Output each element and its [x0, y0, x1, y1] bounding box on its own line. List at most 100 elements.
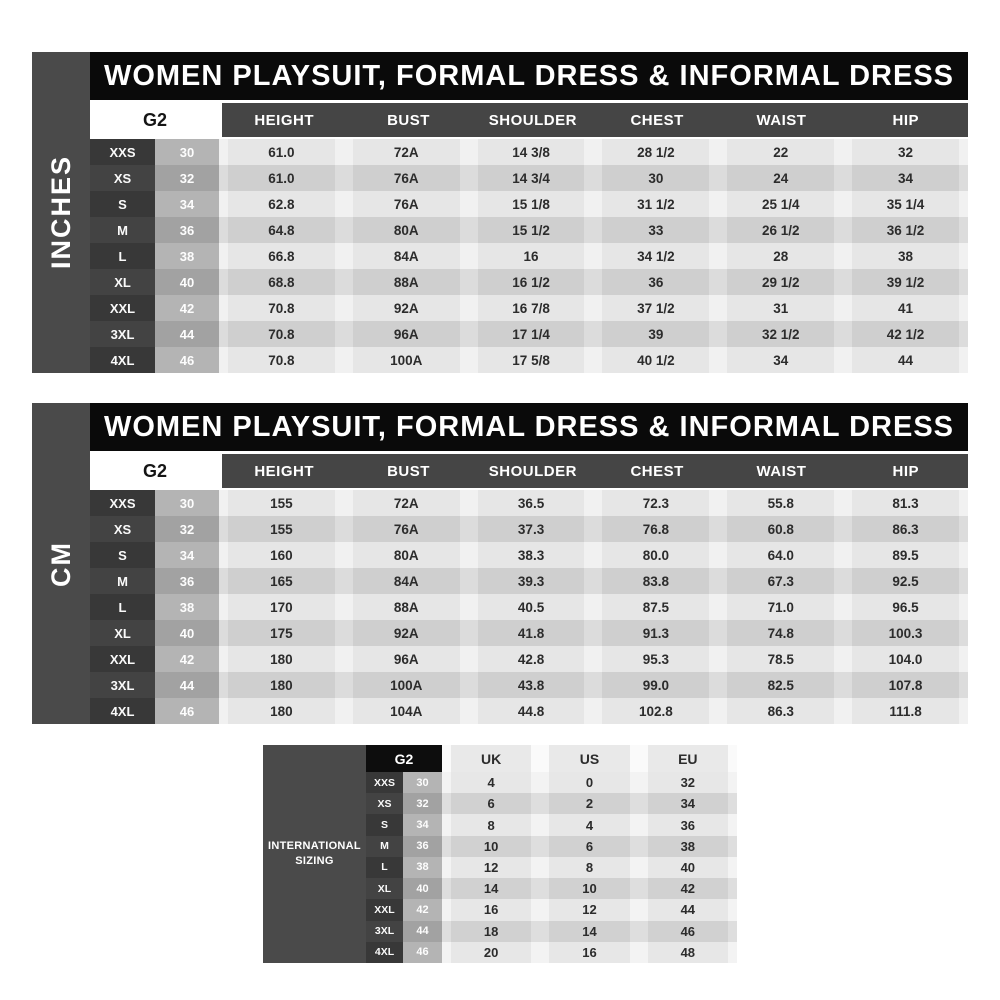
- table-row: M 36 64.8 80A 15 1/2 33 26 1/2 36 1/2: [90, 217, 968, 243]
- measurement-cell: 14 3/4: [468, 165, 594, 191]
- measurement-cell: 36: [593, 269, 719, 295]
- measurement-cell: 20: [442, 941, 541, 963]
- column-header-chest: CHEST: [630, 462, 684, 480]
- cell-value: 42: [647, 878, 728, 900]
- table-row: XL 40 175 92A 41.8 91.3 74.8 100.3: [90, 620, 968, 646]
- cell-value: 96A: [352, 646, 460, 672]
- size-label: XL: [90, 269, 155, 295]
- measurement-cell: 6: [540, 835, 639, 857]
- cell-value: 61.0: [228, 139, 335, 165]
- measurement-cell: 16: [468, 243, 594, 269]
- measurement-cell: 28 1/2: [593, 139, 719, 165]
- cell-value: 72A: [352, 490, 460, 516]
- measurement-cell: 16 7/8: [468, 295, 594, 321]
- cell-value: 40.5: [477, 594, 585, 620]
- measurement-cell: 60.8: [718, 516, 844, 542]
- cell-value: 28 1/2: [602, 139, 710, 165]
- inches-size-table: INCHES WOMEN PLAYSUIT, FORMAL DRESS & IN…: [32, 52, 968, 373]
- column-header-height: HEIGHT: [254, 111, 314, 129]
- cell-value: 15 1/8: [477, 191, 585, 217]
- measurement-cell: 15 1/8: [468, 191, 594, 217]
- cell-value: 70.8: [228, 321, 335, 347]
- column-header-waist: WAIST: [756, 111, 807, 129]
- size-label: XXL: [90, 295, 155, 321]
- measurement-cell: 8: [442, 814, 541, 836]
- measurement-cell: 17 5/8: [468, 347, 594, 373]
- cell-value: 39 1/2: [852, 269, 959, 295]
- cell-value: 4: [451, 772, 532, 794]
- cell-value: 44: [852, 347, 959, 373]
- cell-value: 68.8: [228, 269, 335, 295]
- measurement-cell: 76A: [343, 165, 469, 191]
- measurement-cell: 96A: [343, 646, 469, 672]
- table-row: XL 40 14 10 42: [366, 878, 737, 900]
- measurement-cell: 83.8: [593, 568, 719, 594]
- measurement-cell: 44: [638, 899, 737, 921]
- size-label: M: [366, 835, 403, 857]
- cell-value: 40: [647, 856, 728, 879]
- table-row: L 38 170 88A 40.5 87.5 71.0 96.5: [90, 594, 968, 620]
- cell-value: 14 3/8: [477, 139, 585, 165]
- measurement-cell: 76A: [343, 191, 469, 217]
- international-label-line2: SIZING: [295, 855, 334, 867]
- measurement-cell: 38.3: [468, 542, 594, 568]
- measurement-cell: 70.8: [219, 295, 344, 321]
- measurement-cell: 155: [219, 490, 344, 516]
- cell-value: 10: [451, 835, 532, 857]
- cell-value: 76.8: [602, 516, 710, 542]
- cell-value: 40 1/2: [602, 347, 710, 373]
- g2-size-value: 46: [403, 941, 442, 963]
- cell-value: 14 3/4: [477, 165, 585, 191]
- size-label: XS: [366, 793, 403, 815]
- cm-size-table: CM WOMEN PLAYSUIT, FORMAL DRESS & INFORM…: [32, 403, 968, 724]
- size-label: XL: [90, 620, 155, 646]
- column-header-cell: US: [540, 745, 639, 772]
- measurement-cell: 36 1/2: [843, 217, 968, 243]
- cell-value: 39.3: [477, 568, 585, 594]
- cell-value: 102.8: [602, 698, 710, 724]
- size-label: L: [90, 243, 155, 269]
- measurement-cell: 34 1/2: [593, 243, 719, 269]
- cell-value: 16 7/8: [477, 295, 585, 321]
- cell-value: 8: [549, 856, 630, 879]
- cell-value: 18: [451, 920, 532, 942]
- g2-size-value: 44: [155, 672, 219, 698]
- g2-size-value: 36: [155, 568, 219, 594]
- measurement-cell: 41.8: [468, 620, 594, 646]
- measurement-cell: 55.8: [718, 490, 844, 516]
- cell-value: 64.0: [727, 542, 835, 568]
- measurement-cell: 104A: [343, 698, 469, 724]
- g2-size-value: 40: [403, 878, 442, 900]
- cell-value: 100A: [352, 347, 460, 373]
- measurement-cell: 180: [219, 646, 344, 672]
- measurement-cell: 99.0: [593, 672, 719, 698]
- column-header-uk: UK: [451, 745, 532, 772]
- cell-value: 24: [727, 165, 835, 191]
- cell-value: 37.3: [477, 516, 585, 542]
- measurement-cell: 92.5: [843, 568, 968, 594]
- g2-size-value: 44: [155, 321, 219, 347]
- table-row: S 34 160 80A 38.3 80.0 64.0 89.5: [90, 542, 968, 568]
- measurement-cell: 175: [219, 620, 344, 646]
- table-row: M 36 165 84A 39.3 83.8 67.3 92.5: [90, 568, 968, 594]
- measurement-cell: 155: [219, 516, 344, 542]
- cell-value: 88A: [352, 269, 460, 295]
- cell-value: 42 1/2: [852, 321, 959, 347]
- header-row: G2 UK US EU: [366, 745, 737, 772]
- g2-size-value: 46: [155, 347, 219, 373]
- cell-value: 78.5: [727, 646, 835, 672]
- size-label: XXS: [90, 490, 155, 516]
- measurement-cell: 84A: [343, 243, 469, 269]
- measurement-cell: 37 1/2: [593, 295, 719, 321]
- g2-size-value: 32: [403, 793, 442, 815]
- measurement-cell: 0: [540, 772, 639, 794]
- unit-label: INCHES: [45, 155, 76, 270]
- cell-value: 165: [228, 568, 335, 594]
- g2-size-value: 30: [155, 490, 219, 516]
- cell-value: 46: [647, 920, 728, 942]
- cell-value: 29 1/2: [727, 269, 835, 295]
- measurement-cell: 70.8: [219, 347, 344, 373]
- measurement-cell: 34: [718, 347, 844, 373]
- size-label: XXL: [90, 646, 155, 672]
- column-header-eu: EU: [647, 745, 728, 772]
